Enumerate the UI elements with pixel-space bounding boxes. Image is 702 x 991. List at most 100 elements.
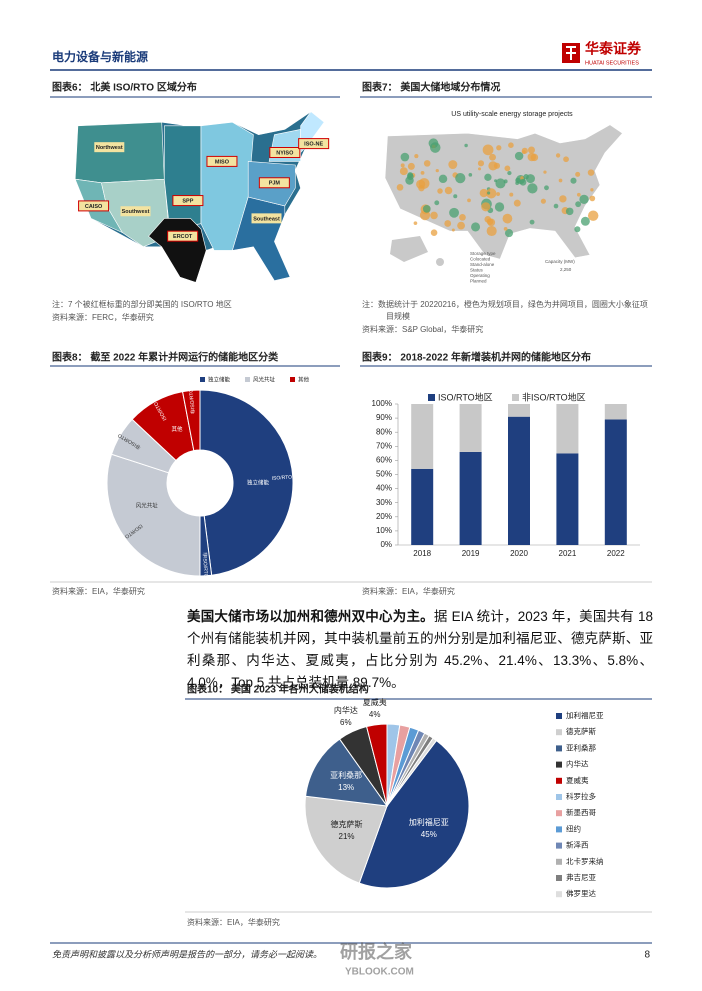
legend-text: 加利福尼亚: [566, 710, 604, 720]
y-tick-label: 20%: [376, 512, 392, 521]
legend-text: 内华达: [566, 759, 589, 769]
figure-note: 注：7 个被红框标重的部分即美国的 ISO/RTO 地区: [52, 299, 232, 309]
legend-swatch: [200, 377, 205, 382]
map-label-box: [298, 138, 330, 150]
figure-title: 图表6： 北美 ISO/RTO 区域分布: [52, 81, 197, 94]
project-dot: [444, 186, 453, 195]
donut-segment: [106, 453, 201, 577]
logo-text: 华泰证券: [585, 41, 642, 57]
map-label: ERCOT: [173, 234, 193, 240]
project-dot: [437, 188, 443, 194]
map-legend-text: Planned: [470, 279, 487, 284]
hawaii: [436, 258, 444, 266]
project-dot: [484, 173, 492, 181]
map-label: Northwest: [96, 145, 123, 151]
project-dot: [449, 207, 460, 218]
map-legend-text: Colocated: [470, 257, 491, 262]
logo-subtext: HUATAI SECURITIES: [585, 60, 639, 66]
project-dot: [558, 178, 563, 183]
project-dot: [464, 143, 468, 148]
project-dot: [513, 199, 521, 207]
bar-segment: [556, 404, 579, 454]
project-dot: [435, 169, 439, 173]
project-dot: [555, 153, 561, 158]
project-dot: [468, 173, 473, 177]
map-label-box: [172, 195, 204, 207]
map-region: [74, 121, 165, 184]
project-dot: [570, 177, 577, 184]
project-dot: [413, 221, 418, 226]
y-tick-label: 80%: [376, 427, 392, 436]
figure-title: 图表8： 截至 2022 年累计并网运行的储能地区分类: [52, 351, 278, 364]
map-legend-text: Capacity (MW): [545, 259, 575, 264]
legend-swatch: [556, 810, 562, 817]
map-legend-text: Storage type: [470, 251, 496, 256]
project-dot: [527, 146, 535, 154]
x-tick-label: 2022: [607, 549, 625, 558]
x-tick-label: 2020: [510, 549, 528, 558]
figure-note: 目规模: [386, 311, 410, 321]
project-dot: [400, 163, 405, 168]
project-dot: [486, 188, 497, 199]
legend-swatch: [556, 713, 562, 719]
map-label-box: [78, 200, 110, 212]
legend-text: 夏威夷: [566, 775, 589, 785]
donut-segment: [181, 389, 201, 452]
map-label: PJM: [269, 181, 281, 187]
map-label-box: [167, 230, 199, 242]
map-label-box: [269, 147, 301, 158]
project-dot: [478, 167, 482, 171]
figure-source: 资料来源：EIA，华泰研究: [187, 917, 280, 927]
project-dot: [507, 170, 512, 176]
project-dot: [587, 210, 599, 221]
project-dot: [448, 160, 458, 170]
map-label-box: [206, 155, 238, 167]
figure-title: 图表10： 美国 2023 年各州大储装机结构: [187, 683, 369, 696]
project-dot: [574, 226, 581, 233]
project-dot: [514, 151, 524, 161]
project-dot: [515, 181, 520, 185]
figure-source: 资料来源：EIA，华泰研究: [362, 586, 455, 596]
project-dot: [559, 195, 567, 203]
project-dot: [527, 183, 538, 194]
map-label: SPP: [182, 199, 193, 205]
y-tick-label: 60%: [376, 456, 392, 465]
project-dot: [479, 188, 489, 198]
watermark: 研报之家: [340, 941, 413, 962]
project-dot: [590, 188, 594, 192]
slice-value-label: 13%: [338, 783, 354, 792]
project-dot: [434, 200, 440, 206]
project-dot: [587, 169, 595, 176]
slice-label: 加利福尼亚: [409, 817, 449, 827]
figure-title: 图表7： 美国大储地域分布情况: [362, 81, 500, 94]
bar-segment: [459, 451, 482, 545]
map-region: [164, 125, 202, 230]
project-dot: [553, 203, 559, 209]
figure-note: 注：数据统计于 20220216，橙色为规划项目，绿色为并网项目，圆圈大小象征项: [362, 299, 648, 309]
project-dot: [543, 170, 547, 174]
figure-source: 资料来源：FERC，华泰研究: [52, 312, 154, 322]
project-dot: [467, 198, 471, 203]
project-dot: [575, 201, 582, 208]
slice-label: 内华达: [334, 705, 358, 715]
bar-segment: [411, 468, 434, 545]
map-region: [148, 218, 207, 283]
bar-segment: [556, 453, 579, 545]
project-dot: [428, 138, 439, 149]
legend-text: 科罗拉多: [566, 791, 596, 801]
pie-slice: [304, 795, 388, 884]
map-legend-text: Stand-alone: [470, 262, 495, 267]
map-title: US utility-scale energy storage projects: [451, 111, 573, 118]
project-dot: [438, 174, 448, 184]
project-dot: [471, 222, 481, 232]
legend-text: 非ISO/RTO地区: [522, 391, 586, 402]
project-dot: [579, 194, 589, 205]
legend-swatch: [556, 858, 562, 865]
project-dot: [495, 178, 506, 189]
bar-segment: [508, 416, 530, 545]
legend-text: 新泽西: [566, 840, 589, 850]
project-dot: [396, 183, 404, 191]
project-dot: [502, 213, 513, 224]
